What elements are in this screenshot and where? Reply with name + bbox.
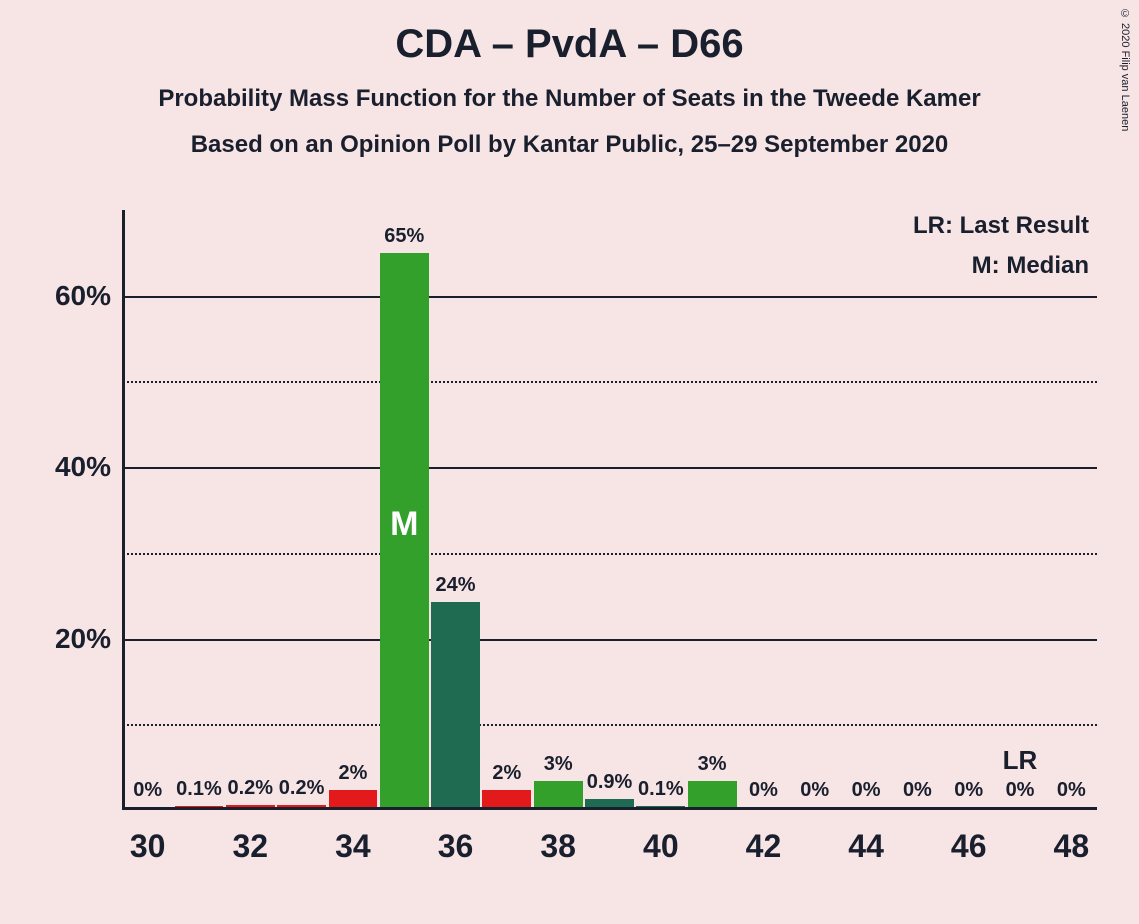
bar-seat-41 bbox=[688, 781, 737, 807]
bar-seat-40 bbox=[636, 806, 685, 807]
bar-seat-39 bbox=[585, 799, 634, 807]
y-axis-label: 60% bbox=[55, 280, 111, 312]
y-axis-label: 20% bbox=[55, 623, 111, 655]
bar-label-seat-35: 65% bbox=[384, 225, 424, 248]
bar-label-seat-47: 0% bbox=[1006, 779, 1035, 802]
x-axis-label: 32 bbox=[232, 828, 268, 865]
bar-label-seat-33: 0.2% bbox=[279, 777, 325, 800]
gridline-minor bbox=[122, 381, 1097, 383]
x-axis-label: 34 bbox=[335, 828, 371, 865]
bar-label-seat-40: 0.1% bbox=[638, 778, 684, 801]
bar-label-seat-41: 3% bbox=[698, 753, 727, 776]
bar-seat-32 bbox=[226, 805, 275, 807]
median-marker: M bbox=[390, 505, 418, 544]
legend-m: M: Median bbox=[972, 252, 1089, 280]
bar-label-seat-31: 0.1% bbox=[176, 778, 222, 801]
bar-label-seat-30: 0% bbox=[133, 779, 162, 802]
x-axis-label: 38 bbox=[540, 828, 576, 865]
legend-lr: LR: Last Result bbox=[913, 212, 1089, 240]
copyright-text: © 2020 Filip van Laenen bbox=[1119, 8, 1131, 131]
bar-label-seat-45: 0% bbox=[903, 779, 932, 802]
x-axis bbox=[122, 807, 1097, 810]
x-axis-label: 40 bbox=[643, 828, 679, 865]
x-axis-label: 48 bbox=[1054, 828, 1090, 865]
lr-marker: LR bbox=[1003, 745, 1038, 776]
chart-subtitle-2: Based on an Opinion Poll by Kantar Publi… bbox=[0, 131, 1139, 159]
y-axis bbox=[122, 210, 125, 810]
bar-label-seat-48: 0% bbox=[1057, 779, 1086, 802]
chart-subtitle-1: Probability Mass Function for the Number… bbox=[0, 85, 1139, 113]
chart-title: CDA – PvdA – D66 bbox=[0, 0, 1139, 67]
x-axis-label: 44 bbox=[848, 828, 884, 865]
x-axis-label: 42 bbox=[746, 828, 782, 865]
bar-label-seat-34: 2% bbox=[338, 762, 367, 785]
bar-label-seat-46: 0% bbox=[954, 779, 983, 802]
x-axis-label: 30 bbox=[130, 828, 166, 865]
gridline-major bbox=[122, 296, 1097, 298]
bar-label-seat-32: 0.2% bbox=[227, 777, 273, 800]
gridline-minor bbox=[122, 553, 1097, 555]
bar-label-seat-42: 0% bbox=[749, 779, 778, 802]
bar-seat-33 bbox=[277, 805, 326, 807]
bar-label-seat-36: 24% bbox=[436, 574, 476, 597]
x-axis-label: 36 bbox=[438, 828, 474, 865]
bar-seat-31 bbox=[175, 806, 224, 807]
bar-label-seat-39: 0.9% bbox=[587, 771, 633, 794]
bar-seat-38 bbox=[534, 781, 583, 807]
bar-label-seat-43: 0% bbox=[800, 779, 829, 802]
bar-seat-34 bbox=[329, 790, 378, 807]
y-axis-label: 40% bbox=[55, 451, 111, 483]
gridline-minor bbox=[122, 724, 1097, 726]
bar-label-seat-37: 2% bbox=[492, 762, 521, 785]
bar-label-seat-38: 3% bbox=[544, 753, 573, 776]
gridline-major bbox=[122, 467, 1097, 469]
bar-label-seat-44: 0% bbox=[852, 779, 881, 802]
bar-seat-36 bbox=[431, 602, 480, 807]
gridline-major bbox=[122, 639, 1097, 641]
x-axis-label: 46 bbox=[951, 828, 987, 865]
bar-seat-37 bbox=[482, 790, 531, 807]
chart-plot-area: LR: Last Result M: Median 0%0.1%0.2%0.2%… bbox=[122, 210, 1097, 810]
